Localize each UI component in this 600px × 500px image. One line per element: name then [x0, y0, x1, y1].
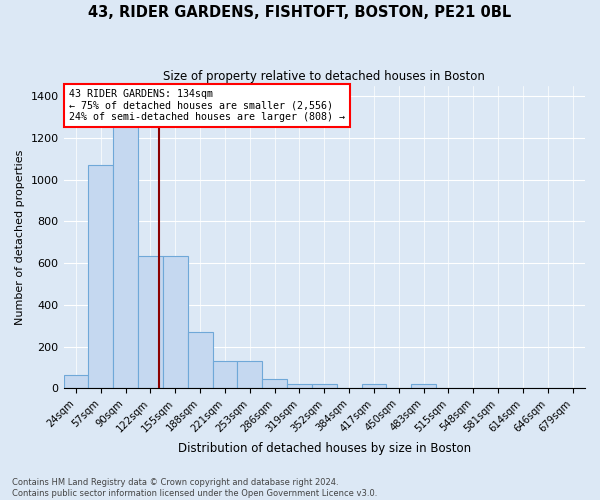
X-axis label: Distribution of detached houses by size in Boston: Distribution of detached houses by size …	[178, 442, 471, 455]
Bar	[88, 165, 113, 388]
Text: 43, RIDER GARDENS, FISHTOFT, BOSTON, PE21 0BL: 43, RIDER GARDENS, FISHTOFT, BOSTON, PE2…	[88, 5, 512, 20]
Bar	[212, 361, 238, 388]
Bar	[262, 379, 287, 388]
Bar	[138, 256, 163, 388]
Bar	[188, 332, 212, 388]
Bar	[113, 126, 138, 388]
Text: Contains HM Land Registry data © Crown copyright and database right 2024.
Contai: Contains HM Land Registry data © Crown c…	[12, 478, 377, 498]
Title: Size of property relative to detached houses in Boston: Size of property relative to detached ho…	[163, 70, 485, 83]
Bar	[64, 375, 88, 388]
Bar	[362, 384, 386, 388]
Bar	[312, 384, 337, 388]
Y-axis label: Number of detached properties: Number of detached properties	[15, 150, 25, 324]
Bar	[411, 384, 436, 388]
Bar	[163, 256, 188, 388]
Text: 43 RIDER GARDENS: 134sqm
← 75% of detached houses are smaller (2,556)
24% of sem: 43 RIDER GARDENS: 134sqm ← 75% of detach…	[69, 88, 345, 122]
Bar	[238, 361, 262, 388]
Bar	[287, 384, 312, 388]
